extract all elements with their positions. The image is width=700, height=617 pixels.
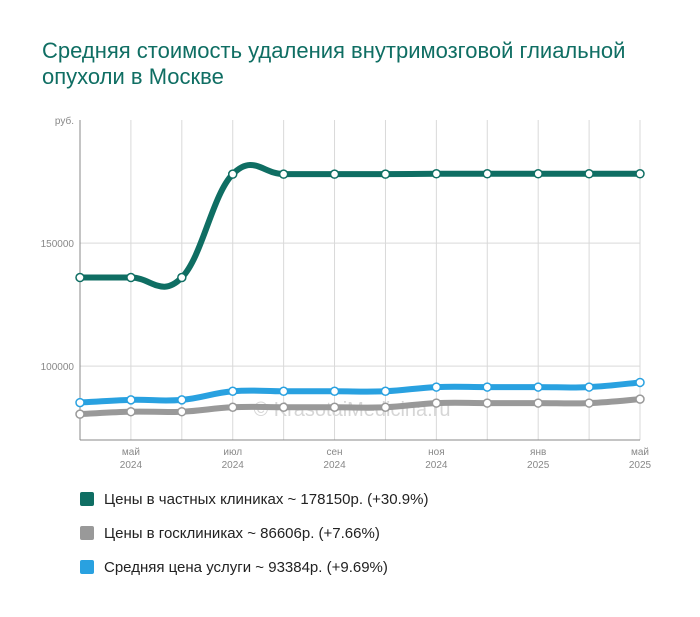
data-point-private-7 — [431, 169, 442, 179]
legend-swatch-public — [80, 526, 94, 540]
data-point-public-9 — [533, 398, 543, 408]
chart-title: Средняя стоимость удаления внутримозгово… — [42, 38, 626, 89]
data-point-public-6 — [380, 402, 391, 413]
data-point-private-0 — [75, 272, 85, 283]
data-point-average-1 — [126, 395, 136, 405]
data-point-average-4 — [278, 386, 289, 397]
data-point-average-3 — [227, 386, 238, 397]
data-point-private-5 — [329, 169, 340, 179]
x-tick-year-1: 2024 — [222, 460, 245, 470]
legend-item-public: Цены в госклиниках ~ 86606р. (+7.66%) — [80, 516, 428, 550]
data-point-average-0 — [75, 397, 85, 408]
legend-swatch-average — [80, 560, 94, 574]
data-point-private-4 — [278, 169, 289, 179]
data-point-private-8 — [482, 169, 493, 179]
y-tick-label-0: 100000 — [41, 362, 75, 373]
x-tick-month-3: ноя — [428, 447, 445, 458]
x-tick-year-3: 2024 — [425, 460, 448, 470]
data-point-private-6 — [380, 169, 391, 179]
legend-label-private: Цены в частных клиниках ~ 178150р. (+30.… — [104, 490, 429, 508]
data-point-average-7 — [431, 382, 442, 392]
x-tick-year-0: 2024 — [120, 460, 143, 470]
data-point-public-2 — [177, 406, 187, 417]
data-point-private-10 — [584, 169, 594, 179]
data-point-public-4 — [278, 402, 289, 413]
data-point-average-5 — [329, 386, 340, 397]
x-tick-month-2: сен — [326, 447, 342, 458]
series-line-public — [77, 396, 643, 418]
x-tick-month-0: май — [122, 447, 140, 458]
data-point-public-7 — [431, 398, 442, 408]
x-tick-year-5: 2025 — [629, 460, 652, 470]
data-point-private-11 — [635, 169, 645, 179]
y-axis-unit: руб. — [55, 115, 74, 127]
legend-item-average: Средняя цена услуги ~ 93384р. (+9.69%) — [80, 550, 428, 584]
data-point-public-3 — [227, 402, 238, 413]
x-tick-year-4: 2025 — [527, 460, 550, 470]
line-chart: руб. 100000 150000 май 2024 июл 2024 сен 2024 ноя… — [41, 115, 652, 470]
x-tick-year-2: 2024 — [323, 460, 346, 470]
x-tick-month-1: июл — [223, 447, 242, 458]
data-point-public-8 — [482, 398, 493, 408]
series-line-private — [77, 161, 643, 290]
data-point-average-6 — [380, 386, 391, 397]
data-point-average-11 — [635, 377, 645, 388]
data-point-public-11 — [635, 394, 645, 404]
data-point-public-10 — [584, 398, 594, 408]
data-point-average-8 — [482, 382, 493, 392]
data-point-private-9 — [533, 169, 543, 179]
data-point-private-3 — [227, 169, 238, 179]
data-point-average-2 — [177, 395, 187, 405]
y-tick-label-1: 150000 — [41, 239, 75, 250]
legend: Цены в частных клиниках ~ 178150р. (+30.… — [80, 482, 428, 584]
legend-item-private: Цены в частных клиниках ~ 178150р. (+30.… — [80, 482, 428, 516]
data-point-private-1 — [126, 272, 136, 283]
x-tick-month-4: янв — [530, 447, 546, 458]
legend-label-average: Средняя цена услуги ~ 93384р. (+9.69%) — [104, 558, 388, 576]
data-point-public-5 — [329, 402, 340, 413]
data-point-private-2 — [177, 272, 187, 283]
data-point-average-9 — [533, 382, 543, 392]
legend-swatch-private — [80, 492, 94, 506]
data-point-public-1 — [126, 406, 136, 417]
data-point-average-10 — [584, 382, 594, 392]
data-point-public-0 — [75, 409, 85, 419]
series-line-average — [77, 379, 643, 406]
legend-label-public: Цены в госклиниках ~ 86606р. (+7.66%) — [104, 524, 380, 542]
x-tick-month-5: май — [631, 447, 649, 458]
